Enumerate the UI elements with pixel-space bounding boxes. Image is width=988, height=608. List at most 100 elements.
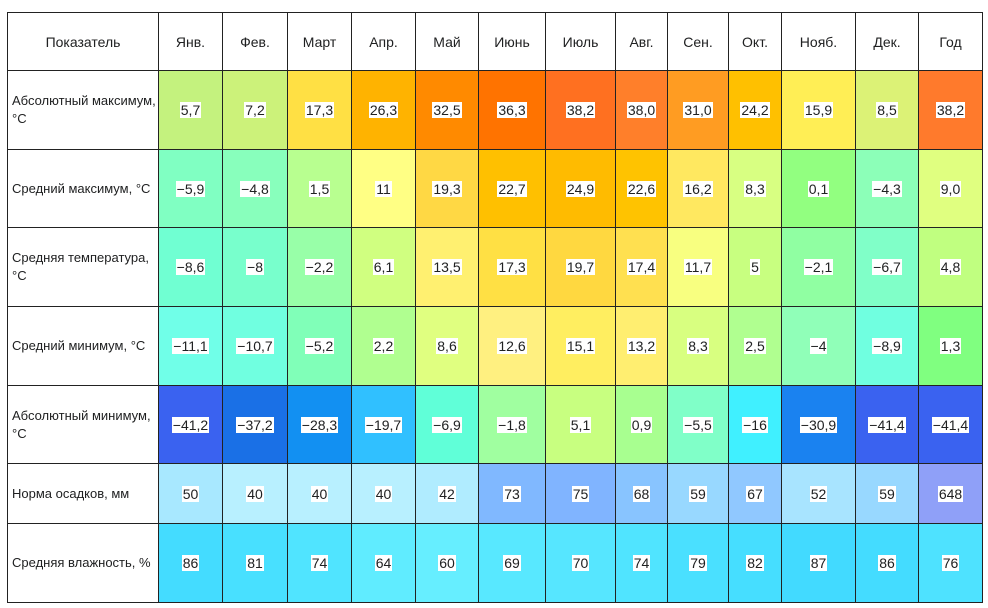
table-row: Норма осадков, мм 50 40 40 40 42 73 75 68 59 67 52 5… xyxy=(7,463,983,524)
value-cell: −16 xyxy=(728,385,782,464)
cell-value: −8 xyxy=(246,259,264,275)
cell-value: 86 xyxy=(878,555,896,571)
cell-value: 17,4 xyxy=(626,259,657,275)
value-cell: 87 xyxy=(781,523,856,603)
value-cell: 19,7 xyxy=(545,227,616,307)
cell-value: 24,2 xyxy=(740,102,770,118)
table-row: Абсолютный максимум, °C 5,7 7,2 17,3 26,3 32,… xyxy=(7,70,983,150)
cell-value: 19,7 xyxy=(565,259,596,275)
value-cell: −30,9 xyxy=(781,385,856,464)
value-cell: 1,5 xyxy=(287,149,352,228)
header-cell: Июль xyxy=(545,12,616,71)
value-cell: −6,9 xyxy=(415,385,479,464)
cell-value: 11,7 xyxy=(683,259,713,275)
value-cell: 2,5 xyxy=(728,306,782,386)
cell-value: 64 xyxy=(374,555,393,571)
value-cell: 82 xyxy=(728,523,782,603)
cell-value: −37,2 xyxy=(236,416,274,433)
value-cell: 64 xyxy=(351,523,416,603)
value-cell: 86 xyxy=(158,523,223,603)
value-cell: −37,2 xyxy=(222,385,288,464)
cell-value: 8,5 xyxy=(876,102,898,118)
value-cell: 38,2 xyxy=(545,70,616,150)
table-row: Средняя температура, °C −8,6 −8 −2,2 6,1 13,5… xyxy=(7,227,983,307)
cell-value: 38,0 xyxy=(626,102,657,118)
value-cell: 68 xyxy=(615,463,668,524)
cell-value: 13,5 xyxy=(432,259,462,275)
cell-value: −1,8 xyxy=(497,416,527,433)
value-cell: 60 xyxy=(415,523,479,603)
value-cell: 6,1 xyxy=(351,227,416,307)
value-cell: 0,9 xyxy=(615,385,668,464)
cell-value: 8,3 xyxy=(744,180,766,197)
value-cell: 22,6 xyxy=(615,149,668,228)
row-label: Средний минимум, °C xyxy=(7,306,159,386)
cell-value: 42 xyxy=(438,485,456,502)
value-cell: −6,7 xyxy=(855,227,919,307)
value-cell: 76 xyxy=(918,523,983,603)
table-body: Абсолютный максимум, °C 5,7 7,2 17,3 26,3 32,… xyxy=(7,70,983,603)
cell-value: 5,1 xyxy=(569,416,592,433)
value-cell: 86 xyxy=(855,523,919,603)
value-cell: 24,2 xyxy=(728,70,782,150)
value-cell: 15,1 xyxy=(545,306,616,386)
cell-value: −10,7 xyxy=(236,338,274,354)
cell-value: −6,7 xyxy=(872,259,902,275)
cell-value: 12,6 xyxy=(497,338,527,354)
cell-value: 70 xyxy=(571,555,590,571)
cell-value: 8,3 xyxy=(687,338,709,354)
value-cell: 69 xyxy=(478,523,546,603)
cell-value: 2,2 xyxy=(372,338,395,354)
value-cell: −4,8 xyxy=(222,149,288,228)
cell-value: 36,3 xyxy=(497,102,527,118)
value-cell: 36,3 xyxy=(478,70,546,150)
cell-value: 4,8 xyxy=(939,259,962,275)
cell-value: 648 xyxy=(937,485,964,502)
cell-value: −41,4 xyxy=(931,416,970,433)
header-cell: Дек. xyxy=(855,12,919,71)
cell-value: −2,1 xyxy=(803,259,834,275)
value-cell: 7,2 xyxy=(222,70,288,150)
value-cell: 17,4 xyxy=(615,227,668,307)
value-cell: 13,5 xyxy=(415,227,479,307)
header-cell: Март xyxy=(287,12,352,71)
value-cell: −41,2 xyxy=(158,385,223,464)
value-cell: 81 xyxy=(222,523,288,603)
cell-value: −41,4 xyxy=(868,416,906,433)
cell-value: 76 xyxy=(941,555,960,571)
cell-value: 22,7 xyxy=(497,180,527,197)
cell-value: 50 xyxy=(181,485,200,502)
value-cell: 0,1 xyxy=(781,149,856,228)
cell-value: −5,5 xyxy=(683,416,713,433)
cell-value: 40 xyxy=(374,485,393,502)
table-row: Средняя влажность, % 86 81 74 64 60 69 70 74 79 82… xyxy=(7,523,983,603)
row-label: Средняя температура, °C xyxy=(7,227,159,307)
value-cell: 42 xyxy=(415,463,479,524)
value-cell: −2,2 xyxy=(287,227,352,307)
cell-value: 17,3 xyxy=(304,102,335,118)
value-cell: 50 xyxy=(158,463,223,524)
value-cell: 8,5 xyxy=(855,70,919,150)
value-cell: 4,8 xyxy=(918,227,983,307)
value-cell: 8,3 xyxy=(667,306,729,386)
cell-value: 74 xyxy=(310,555,329,571)
cell-value: 15,9 xyxy=(803,102,834,118)
cell-value: 69 xyxy=(503,555,521,571)
value-cell: 38,0 xyxy=(615,70,668,150)
value-cell: 52 xyxy=(781,463,856,524)
value-cell: −11,1 xyxy=(158,306,223,386)
cell-value: 22,6 xyxy=(626,180,657,197)
cell-value: −5,9 xyxy=(175,180,206,197)
cell-value: −28,3 xyxy=(300,416,339,433)
cell-value: −11,1 xyxy=(172,338,209,354)
value-cell: −2,1 xyxy=(781,227,856,307)
cell-value: 38,2 xyxy=(935,102,966,118)
cell-value: 0,9 xyxy=(630,416,653,433)
cell-value: 13,2 xyxy=(626,338,657,354)
value-cell: 67 xyxy=(728,463,782,524)
value-cell: −1,8 xyxy=(478,385,546,464)
cell-value: 73 xyxy=(503,485,521,502)
header-row: Показатель Янв. Фев. Март Апр. Май Июнь Июль Авг… xyxy=(7,12,983,71)
climate-table: Показатель Янв. Фев. Март Апр. Май Июнь Июль Авг… xyxy=(7,12,983,603)
